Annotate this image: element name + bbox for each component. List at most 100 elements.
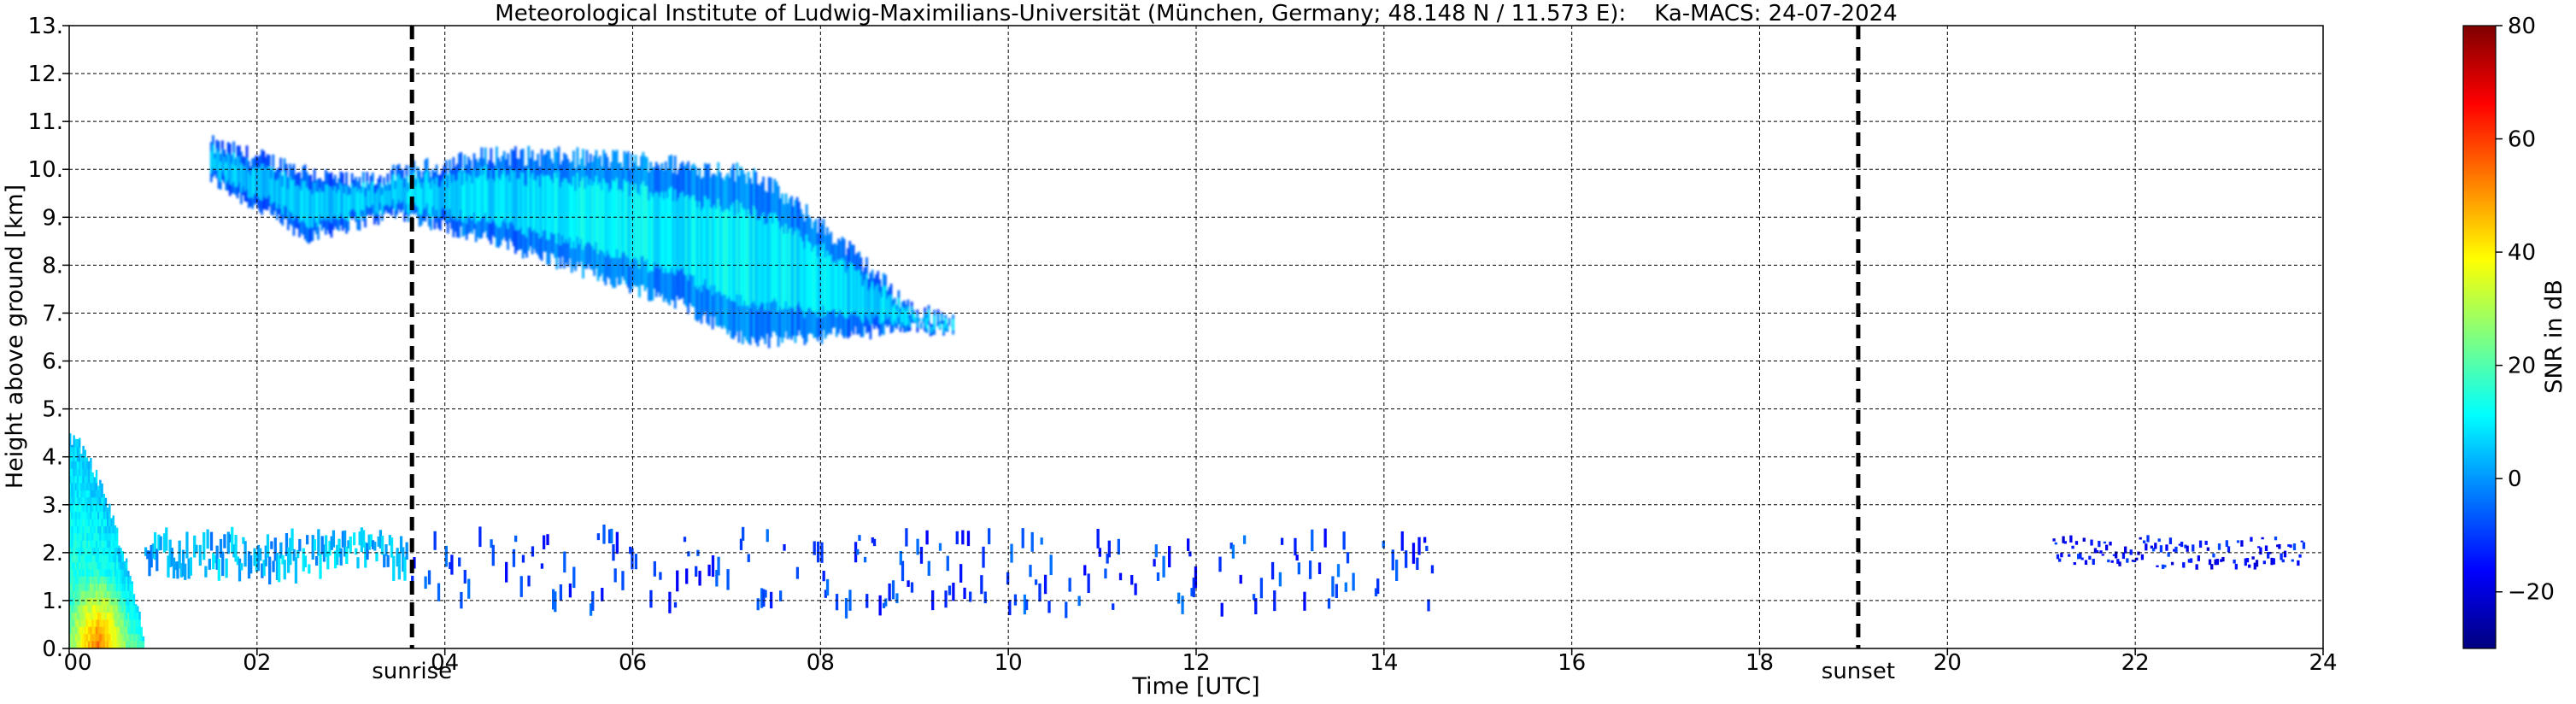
echo-cell <box>336 193 338 220</box>
echo-cell <box>2123 546 2127 554</box>
echo-cell <box>97 561 100 570</box>
echo-cell <box>501 174 504 222</box>
echo-cell <box>82 482 85 490</box>
echo-cell <box>90 511 92 519</box>
echo-cell <box>112 626 114 635</box>
echo-cell <box>723 212 725 294</box>
echo-cell <box>2236 540 2240 543</box>
echo-cell <box>101 496 103 505</box>
echo-cell <box>121 597 124 606</box>
echo-cell <box>324 535 328 557</box>
echo-cell <box>110 540 113 549</box>
echo-cell <box>2220 559 2223 562</box>
echo-cell <box>157 534 161 551</box>
marker-label-sunset: sunset <box>1822 659 1895 684</box>
echo-cell <box>591 185 594 247</box>
echo-cell <box>127 597 130 606</box>
echo-cell <box>82 604 85 613</box>
echo-cell <box>983 591 987 604</box>
echo-cell <box>91 619 94 627</box>
echo-cell <box>1218 556 1222 572</box>
echo-cell <box>73 547 75 555</box>
echo-cell <box>259 548 262 561</box>
echo-cell <box>557 171 560 233</box>
echo-cell <box>110 532 113 541</box>
echo-cell <box>187 558 191 579</box>
echo-cell <box>90 482 92 490</box>
echo-cell <box>309 189 313 227</box>
echo-cell <box>91 583 94 591</box>
echo-cell <box>71 446 73 455</box>
echo-cell <box>129 576 132 577</box>
echo-cell <box>76 633 79 642</box>
echo-cell <box>339 548 343 566</box>
y-tick-label: 4. <box>42 445 63 471</box>
echo-cell <box>80 475 83 484</box>
echo-cell <box>856 549 860 555</box>
echo-cell <box>71 633 73 642</box>
echo-cell <box>886 298 889 320</box>
echo-cell <box>247 551 251 579</box>
echo-cell <box>93 519 96 527</box>
echo-cell <box>388 191 391 208</box>
echo-cell <box>106 561 109 570</box>
echo-cell <box>1087 573 1090 593</box>
echo-cell <box>717 198 720 291</box>
echo-cell <box>208 558 211 570</box>
echo-cell <box>707 564 711 577</box>
echo-cell <box>71 540 73 549</box>
echo-cell <box>82 461 85 469</box>
echo-cell <box>760 215 763 303</box>
y-tick-label: 13. <box>28 14 63 39</box>
echo-cell <box>270 179 273 205</box>
echo-cell <box>1029 565 1032 578</box>
echo-cell <box>73 490 75 498</box>
echo-cell <box>82 554 85 563</box>
echo-cell <box>69 482 72 490</box>
echo-cell <box>1374 588 1378 597</box>
echo-cell <box>91 633 94 642</box>
echo-cell <box>69 626 72 635</box>
echo-cell <box>97 525 100 534</box>
echo-cell <box>115 540 119 549</box>
echo-cell <box>568 184 572 238</box>
echo-cell <box>1006 572 1010 585</box>
echo-cell <box>151 543 155 559</box>
echo-cell <box>91 532 94 541</box>
echo-cell <box>189 557 192 576</box>
echo-cell <box>373 193 376 216</box>
echo-cell <box>73 468 75 477</box>
echo-cell <box>91 472 94 477</box>
echo-cell <box>74 561 78 570</box>
echo-cell <box>120 641 122 648</box>
echo-cell <box>91 547 94 555</box>
echo-cell <box>505 177 508 224</box>
echo-cell <box>226 531 230 554</box>
echo-cell <box>769 213 772 302</box>
echo-cell <box>87 590 91 599</box>
echo-cell <box>90 612 92 620</box>
echo-cell <box>121 619 124 627</box>
echo-cell <box>877 283 880 316</box>
echo-cell <box>110 554 113 563</box>
echo-cell <box>93 597 96 606</box>
echo-cell <box>554 591 557 613</box>
echo-cell <box>87 568 91 577</box>
echo-cell <box>74 511 78 519</box>
echo-cell <box>73 540 75 549</box>
echo-cell <box>71 444 73 448</box>
echo-cell <box>114 597 117 606</box>
echo-cell <box>563 551 566 573</box>
echo-cell <box>95 490 98 498</box>
echo-cell <box>587 185 590 243</box>
echo-cell <box>813 247 816 313</box>
echo-cell <box>264 545 267 566</box>
echo-cell <box>931 326 934 333</box>
echo-cell <box>737 212 741 307</box>
echo-cell <box>80 504 83 513</box>
echo-cell <box>648 200 650 273</box>
echo-cell <box>298 186 301 223</box>
echo-cell <box>97 626 100 635</box>
echo-cell <box>728 211 731 297</box>
echo-cell <box>95 612 98 620</box>
